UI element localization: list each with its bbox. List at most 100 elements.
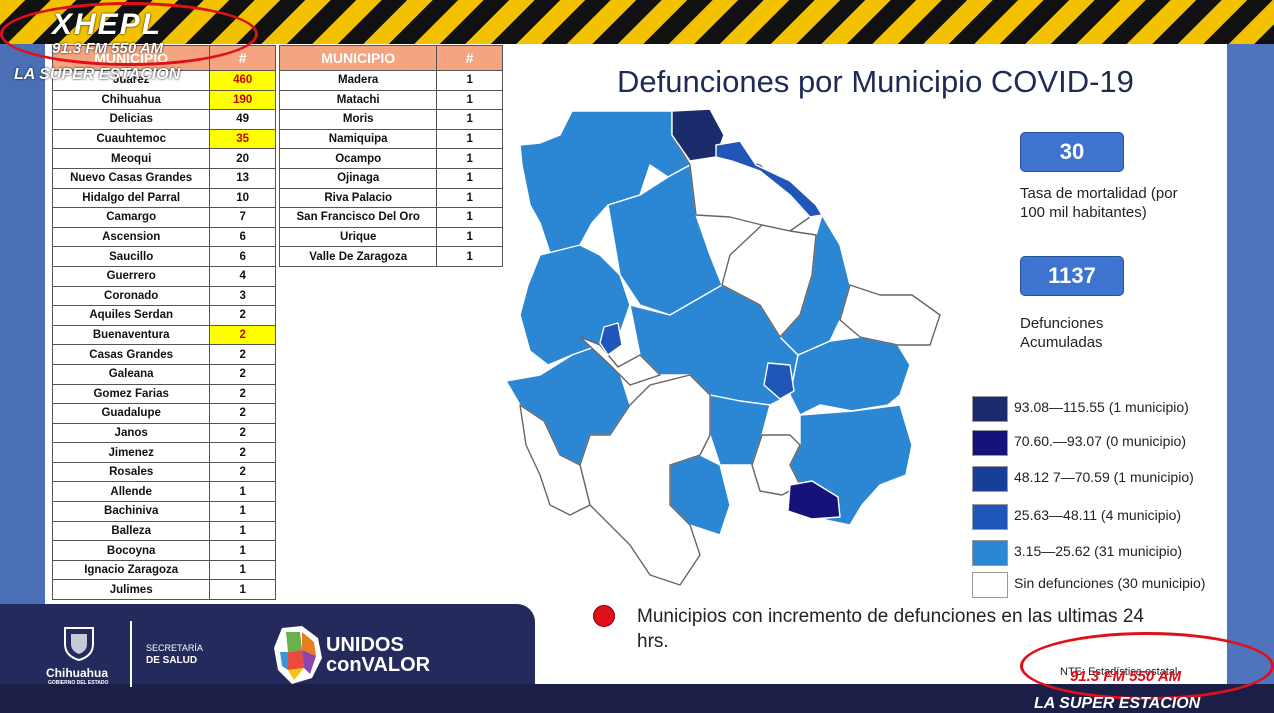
municipio-name: Ocampo bbox=[278, 148, 438, 169]
table-row: Nuevo Casas Grandes 13 bbox=[51, 167, 276, 189]
state-shield-icon bbox=[64, 627, 94, 662]
campaign-line2: conVALOR bbox=[326, 654, 431, 676]
table-row: Ascension 6 bbox=[51, 226, 276, 248]
table-row: Juarez 460 bbox=[51, 70, 276, 91]
footer-divider bbox=[130, 621, 132, 687]
death-count: 1 bbox=[436, 167, 503, 189]
legend-label: 48.12 7—70.59 (1 municipio) bbox=[1014, 469, 1194, 485]
chihuahua-choropleth-map bbox=[505, 108, 941, 586]
legend-label: 93.08—115.55 (1 municipio) bbox=[1014, 399, 1189, 415]
legend-label: Sin defunciones (30 municipio) bbox=[1014, 575, 1206, 591]
map-region-white-southwest bbox=[519, 404, 591, 516]
table-row: Meoqui 20 bbox=[51, 148, 276, 169]
table-row: Gomez Farias 2 bbox=[51, 383, 276, 405]
map-region-parral bbox=[787, 480, 841, 520]
table-row: Matachi 1 bbox=[278, 89, 503, 111]
accumulated-deaths-value: 1137 bbox=[1020, 256, 1124, 296]
death-count: 1 bbox=[436, 128, 503, 150]
death-count: 1 bbox=[436, 148, 503, 169]
dept-line2: DE SALUD bbox=[146, 655, 198, 666]
death-count: 1 bbox=[209, 501, 276, 522]
municipio-name: Guerrero bbox=[51, 265, 211, 287]
legend-label: 25.63—48.11 (4 municipio) bbox=[1014, 507, 1182, 523]
death-count: 1 bbox=[436, 246, 503, 267]
municipio-name: Namiquipa bbox=[278, 128, 438, 150]
page-title: Defunciones por Municipio COVID-19 bbox=[617, 64, 1134, 99]
table-row: Saucillo 6 bbox=[51, 246, 276, 267]
death-count: 7 bbox=[209, 207, 276, 228]
table-row: Camargo 7 bbox=[51, 207, 276, 228]
death-count: 2 bbox=[209, 344, 276, 365]
table-row: Moris 1 bbox=[278, 109, 503, 130]
map-region-east bbox=[789, 336, 911, 416]
table-row: Julimes 1 bbox=[51, 579, 276, 601]
table-row: Chihuahua 190 bbox=[51, 89, 276, 111]
death-count: 2 bbox=[209, 383, 276, 405]
table-row: Galeana 2 bbox=[51, 363, 276, 385]
table-row: Janos 2 bbox=[51, 422, 276, 444]
municipio-name: Buenaventura bbox=[51, 324, 211, 346]
map-region-border-east bbox=[715, 140, 823, 218]
table-row: Balleza 1 bbox=[51, 520, 276, 542]
municipio-name: Galeana bbox=[51, 363, 211, 385]
death-count: 1 bbox=[436, 226, 503, 248]
death-count: 1 bbox=[436, 207, 503, 228]
death-count: 1 bbox=[436, 109, 503, 130]
death-count: 3 bbox=[209, 285, 276, 307]
municipio-name: Hidalgo del Parral bbox=[51, 187, 211, 209]
table-row: Ojinaga 1 bbox=[278, 167, 503, 189]
death-count: 460 bbox=[209, 70, 276, 91]
death-count: 35 bbox=[209, 128, 276, 150]
municipio-name: Ojinaga bbox=[278, 167, 438, 189]
table-row: Delicias 49 bbox=[51, 109, 276, 130]
table-row: San Francisco Del Oro 1 bbox=[278, 207, 503, 228]
death-count: 49 bbox=[209, 109, 276, 130]
municipio-name: Madera bbox=[278, 70, 438, 91]
municipio-name: Delicias bbox=[51, 109, 211, 130]
watermark-oval-top bbox=[0, 2, 258, 66]
death-count: 2 bbox=[209, 324, 276, 346]
mortality-rate-label: Tasa de mortalidad (por 100 mil habitant… bbox=[1020, 185, 1178, 221]
watermark-freq-bottom: 91.3 FM 550 AM bbox=[1070, 668, 1182, 685]
municipio-name: Julimes bbox=[51, 579, 211, 601]
death-count: 1 bbox=[436, 187, 503, 209]
table-row: Valle De Zaragoza 1 bbox=[278, 246, 503, 267]
municipio-table-right: MUNICIPIO # Madera 1 Matachi 1 Moris 1 Namiqui… bbox=[278, 45, 503, 267]
watermark-slogan-top: LA SUPER ESTACION bbox=[14, 66, 181, 83]
municipio-name: San Francisco Del Oro bbox=[278, 207, 438, 228]
municipio-name: Bocoyna bbox=[51, 540, 211, 561]
municipio-name: Coronado bbox=[51, 285, 211, 307]
municipio-name: Balleza bbox=[51, 520, 211, 542]
watermark-freq-top: 91.3 FM 550 AM bbox=[52, 40, 164, 57]
death-count: 1 bbox=[436, 70, 503, 91]
accumulated-deaths-label: Defunciones Acumuladas bbox=[1020, 315, 1104, 351]
table-row: Cuauhtemoc 35 bbox=[51, 128, 276, 150]
unidos-logo-icon bbox=[274, 626, 322, 684]
table-row: Casas Grandes 2 bbox=[51, 344, 276, 365]
table-row: Aquiles Serdan 2 bbox=[51, 305, 276, 326]
map-region-white-east bbox=[839, 284, 941, 346]
municipio-name: Matachi bbox=[278, 89, 438, 111]
municipio-name: Ignacio Zaragoza bbox=[51, 559, 211, 581]
death-count: 1 bbox=[209, 520, 276, 542]
table-row: Coronado 3 bbox=[51, 285, 276, 307]
dept-line1: SECRETARÍA bbox=[146, 643, 203, 653]
table-row: Guadalupe 2 bbox=[51, 403, 276, 424]
legend-swatch bbox=[972, 572, 1008, 598]
death-count: 2 bbox=[209, 363, 276, 385]
municipio-name: Casas Grandes bbox=[51, 344, 211, 365]
death-count: 20 bbox=[209, 148, 276, 169]
death-count: 2 bbox=[209, 461, 276, 483]
increment-note: Municipios con incremento de defunciones… bbox=[637, 606, 1144, 652]
table-row: Urique 1 bbox=[278, 226, 503, 248]
municipio-name: Cuauhtemoc bbox=[51, 128, 211, 150]
municipio-name: Jimenez bbox=[51, 442, 211, 463]
death-count: 1 bbox=[209, 481, 276, 503]
watermark-slogan-bottom: LA SUPER ESTACION bbox=[1034, 695, 1201, 712]
table-row: Hidalgo del Parral 10 bbox=[51, 187, 276, 209]
death-count: 190 bbox=[209, 89, 276, 111]
municipio-name: Chihuahua bbox=[51, 89, 211, 111]
legend-swatch bbox=[972, 396, 1008, 422]
death-count: 13 bbox=[209, 167, 276, 189]
legend-swatch bbox=[972, 466, 1008, 492]
